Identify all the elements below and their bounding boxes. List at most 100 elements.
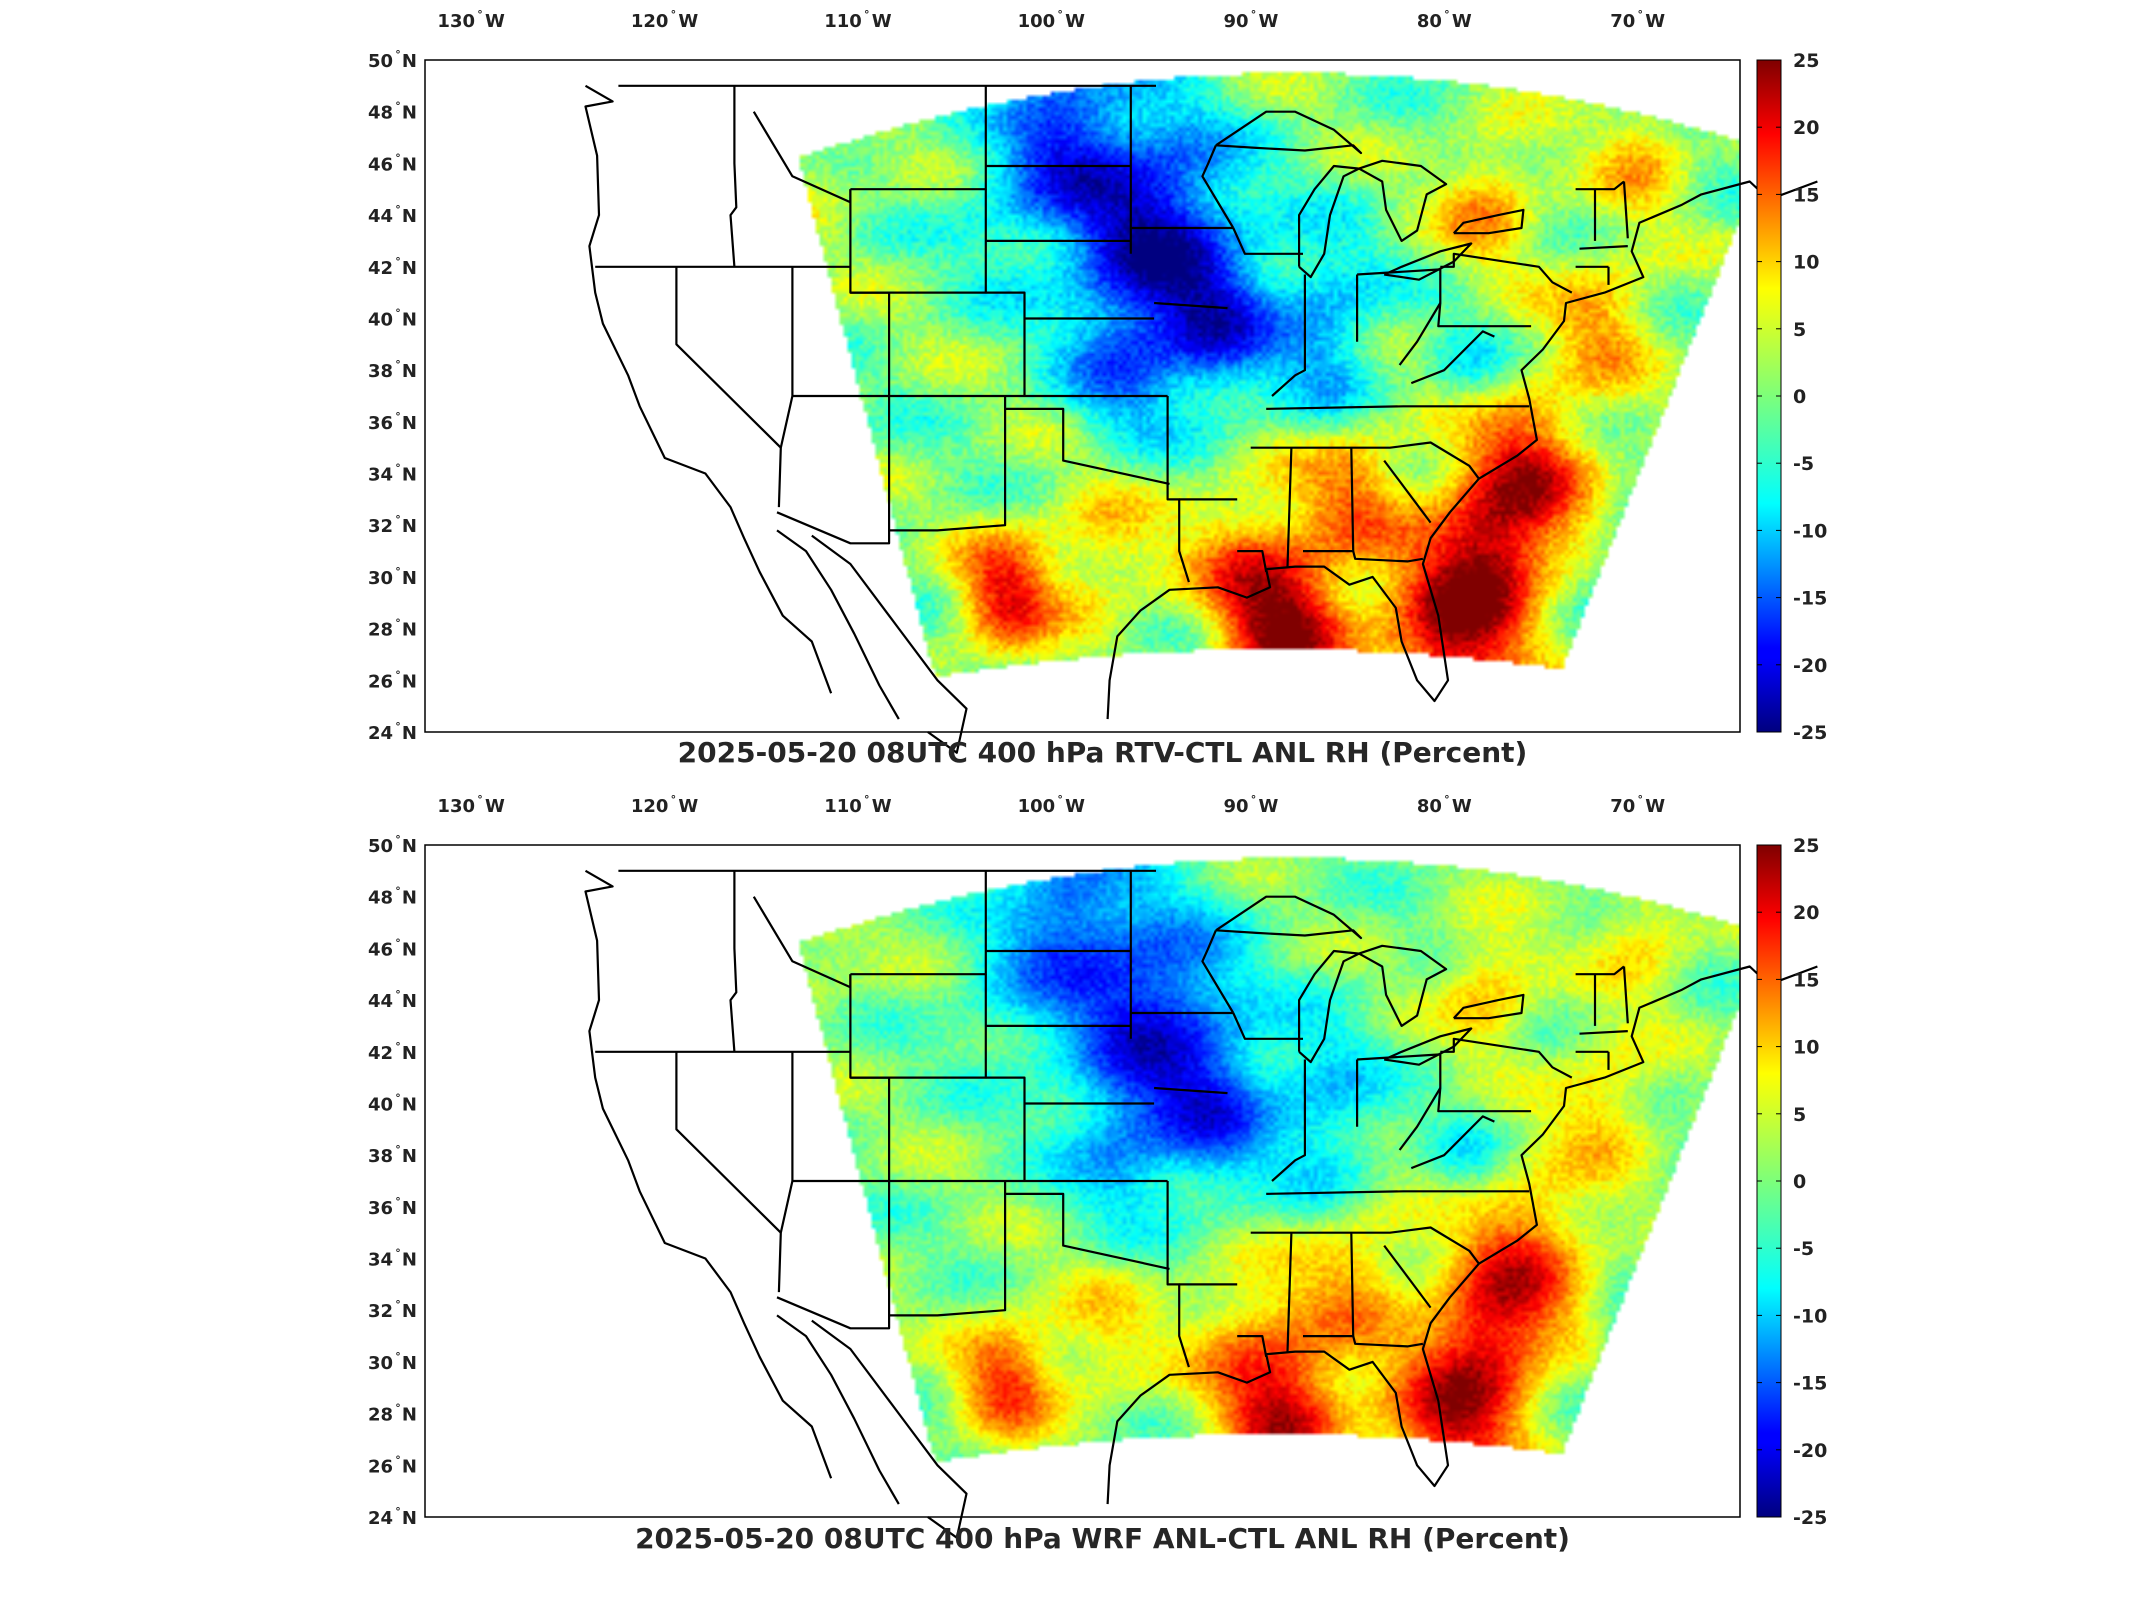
svg-text:N: N xyxy=(402,309,417,330)
lat-tick-label: 42 ° N xyxy=(368,255,417,279)
state-border-22 xyxy=(1266,1190,1530,1195)
colorbar-tick-label: 0 xyxy=(1793,386,1806,408)
svg-text:N: N xyxy=(402,258,417,279)
svg-text:°: ° xyxy=(395,565,401,578)
state-border-26 xyxy=(1352,550,1424,563)
lat-tick-label: 44 ° N xyxy=(368,203,417,227)
svg-text:N: N xyxy=(402,939,417,960)
svg-text:°: ° xyxy=(395,1195,401,1208)
coastline-gulf-atlantic xyxy=(1106,965,1818,1505)
lat-tick-label: 24 ° N xyxy=(368,720,417,744)
coastline-west xyxy=(584,84,833,694)
state-border-26 xyxy=(1352,1335,1424,1348)
svg-text:24: 24 xyxy=(368,1508,393,1529)
state-border-35 xyxy=(1579,1030,1628,1035)
colorbar-tick-label: 20 xyxy=(1793,902,1819,924)
great-lake-1 xyxy=(1298,949,1361,1064)
lat-tick-label: 44 ° N xyxy=(368,988,417,1012)
svg-text:°: ° xyxy=(395,720,401,733)
svg-text:32: 32 xyxy=(368,516,393,537)
svg-text:34: 34 xyxy=(368,1250,393,1271)
map-frame xyxy=(424,59,1741,733)
svg-text:°: ° xyxy=(395,513,401,526)
lon-tick-label: 110 ° W xyxy=(824,8,892,32)
svg-text:°: ° xyxy=(395,462,401,475)
svg-text:N: N xyxy=(402,465,417,486)
svg-text:30: 30 xyxy=(368,1353,393,1374)
svg-text:°: ° xyxy=(395,936,401,949)
great-lake-0 xyxy=(1215,110,1363,155)
svg-text:°: ° xyxy=(1638,793,1644,806)
state-border-34 xyxy=(1575,180,1625,191)
state-border-10 xyxy=(776,394,891,545)
svg-text:°: ° xyxy=(395,100,401,113)
svg-text:°: ° xyxy=(671,793,677,806)
state-border-10 xyxy=(776,1179,891,1330)
lat-tick-label: 46 ° N xyxy=(368,151,417,175)
state-border-28 xyxy=(1383,1244,1432,1309)
svg-text:110: 110 xyxy=(824,11,862,32)
svg-text:°: ° xyxy=(395,885,401,898)
lat-tick-label: 26 ° N xyxy=(368,668,417,692)
state-border-42 xyxy=(1201,929,1235,1014)
svg-text:W: W xyxy=(678,11,698,32)
great-lake-2 xyxy=(1358,159,1448,242)
coastline-west xyxy=(584,869,833,1479)
lat-tick-label: 26 ° N xyxy=(368,1453,417,1477)
lat-tick-label: 38 ° N xyxy=(368,358,417,382)
state-border-3 xyxy=(675,1051,782,1234)
svg-text:°: ° xyxy=(395,203,401,216)
svg-text:90: 90 xyxy=(1223,796,1248,817)
svg-text:100: 100 xyxy=(1018,796,1056,817)
svg-text:°: ° xyxy=(1444,8,1450,21)
lat-tick-label: 34 ° N xyxy=(368,462,417,486)
svg-text:110: 110 xyxy=(824,796,862,817)
svg-text:°: ° xyxy=(477,793,483,806)
coastline-gulf-of-california xyxy=(811,534,968,754)
state-border-41 xyxy=(1410,330,1495,385)
map-panel-rtv: 130 ° W 120 ° W 110 ° W 100 ° W 90 ° W 80 ° W 70 ° W50 ° N48 ° N… xyxy=(368,8,1827,769)
svg-text:°: ° xyxy=(1638,8,1644,21)
svg-text:W: W xyxy=(1645,796,1665,817)
svg-text:°: ° xyxy=(395,617,401,630)
lat-tick-label: 50 ° N xyxy=(368,833,417,857)
state-border-35 xyxy=(1579,245,1628,250)
lon-tick-label: 70 ° W xyxy=(1610,793,1665,817)
state-border-28 xyxy=(1383,459,1432,524)
svg-text:N: N xyxy=(402,1043,417,1064)
panel-title: 2025-05-20 08UTC 400 hPa RTV-CTL ANL RH … xyxy=(678,736,1528,769)
svg-text:46: 46 xyxy=(368,154,393,175)
lon-tick-label: 70 ° W xyxy=(1610,8,1665,32)
great-lake-4 xyxy=(1452,993,1525,1020)
state-border-22 xyxy=(1266,405,1530,410)
svg-text:N: N xyxy=(402,206,417,227)
colorbar-tick-label: 15 xyxy=(1793,184,1819,206)
colorbar-tick-label: -10 xyxy=(1793,1305,1827,1327)
svg-text:N: N xyxy=(402,1094,417,1115)
svg-text:N: N xyxy=(402,888,417,909)
lon-tick-label: 130 ° W xyxy=(437,8,505,32)
colorbar-tick-label: 5 xyxy=(1793,1104,1806,1126)
lon-tick-label: 120 ° W xyxy=(631,793,699,817)
svg-text:W: W xyxy=(1259,796,1279,817)
svg-text:N: N xyxy=(402,723,417,744)
colorbar-tick-label: 0 xyxy=(1793,1171,1806,1193)
state-border-29 xyxy=(1232,227,1303,255)
state-border-33 xyxy=(1440,1037,1573,1079)
lat-tick-label: 48 ° N xyxy=(368,885,417,909)
lat-tick-label: 50 ° N xyxy=(368,48,417,72)
state-border-27 xyxy=(1250,1226,1480,1265)
svg-text:120: 120 xyxy=(631,796,669,817)
svg-text:44: 44 xyxy=(368,206,393,227)
svg-text:28: 28 xyxy=(368,620,393,641)
svg-text:26: 26 xyxy=(368,1456,393,1477)
state-border-16 xyxy=(1005,1192,1170,1270)
state-border-11 xyxy=(889,396,1007,532)
svg-text:38: 38 xyxy=(368,361,393,382)
svg-text:70: 70 xyxy=(1610,11,1635,32)
state-border-39 xyxy=(1622,181,1629,239)
state-border-40 xyxy=(1398,302,1442,366)
svg-text:130: 130 xyxy=(437,796,475,817)
svg-text:38: 38 xyxy=(368,1146,393,1167)
lat-tick-label: 40 ° N xyxy=(368,1091,417,1115)
